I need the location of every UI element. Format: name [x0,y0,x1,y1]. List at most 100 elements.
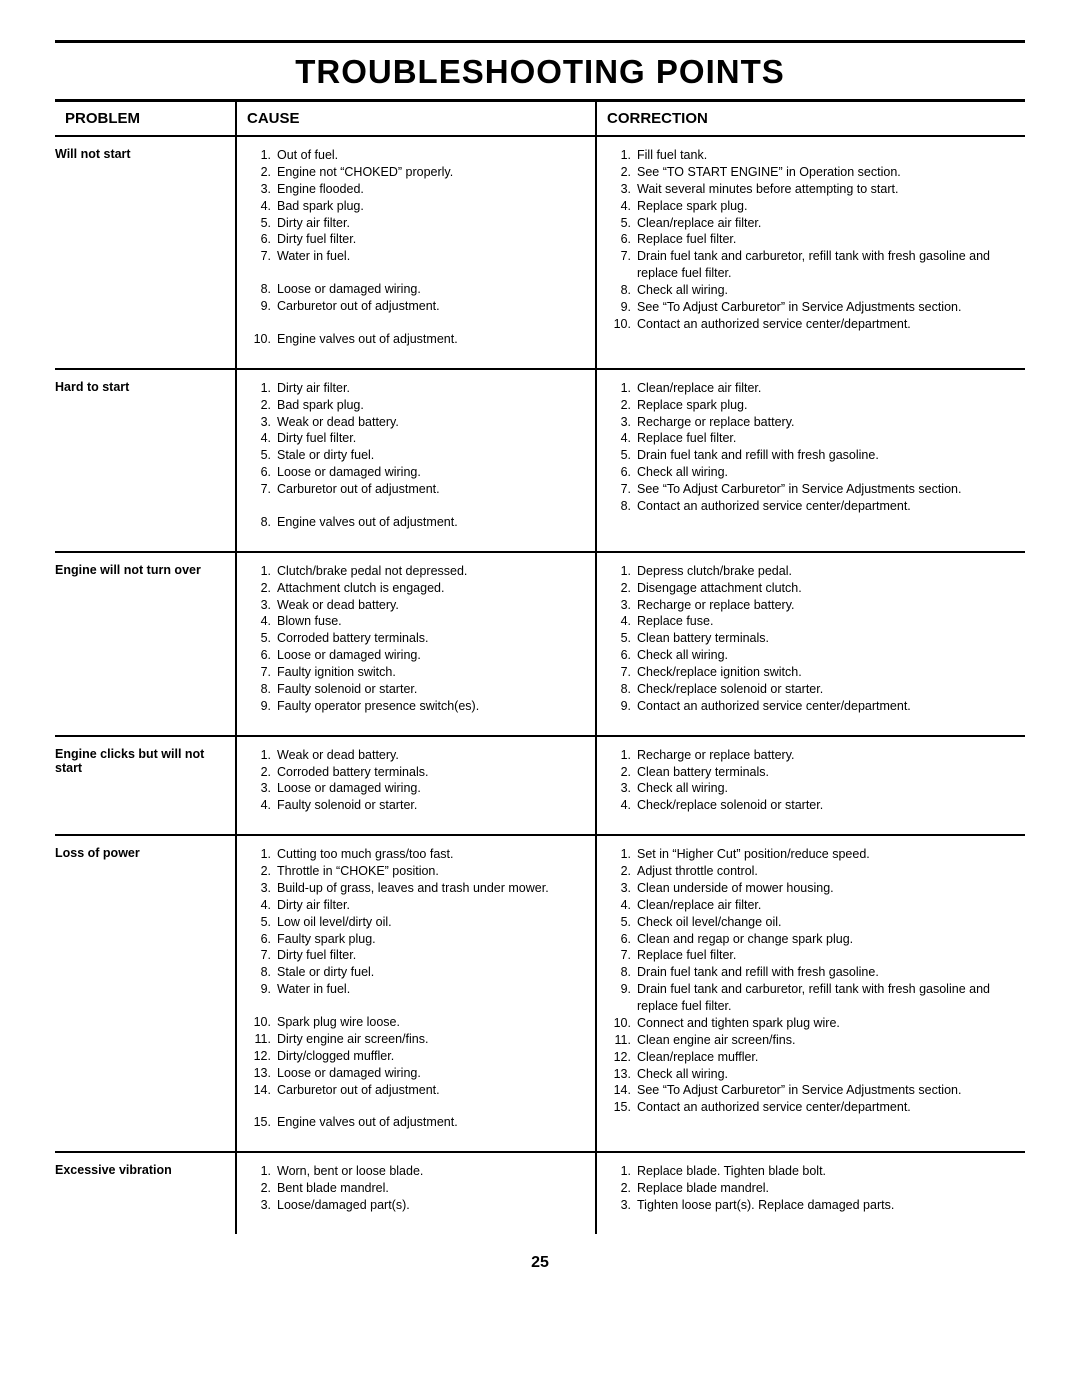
cause-item: Engine flooded. [247,181,585,198]
cause-item: Engine not “CHOKED” properly. [247,164,585,181]
correction-item: Replace spark plug. [607,198,1015,215]
cause-item: Weak or dead battery. [247,747,585,764]
cause-item: Bent blade mandrel. [247,1180,585,1197]
problem-cell: Hard to start [55,370,235,551]
correction-item: Drain fuel tank and carburetor, refill t… [607,248,1015,282]
problem-cell: Engine will not turn over [55,553,235,735]
top-rule [55,40,1025,43]
troubleshooting-row: Will not startOut of fuel.Engine not “CH… [55,137,1025,370]
correction-item: Check oil level/change oil. [607,914,1015,931]
correction-item: Wait several minutes before attempting t… [607,181,1015,198]
cause-item: Faulty operator presence switch(es). [247,698,585,715]
correction-item: Clean/replace air filter. [607,380,1015,397]
cause-item: Dirty air filter. [247,897,585,914]
cause-item: Loose or damaged wiring. [247,281,585,298]
correction-item: Fill fuel tank. [607,147,1015,164]
cause-item: Throttle in “CHOKE” position. [247,863,585,880]
cause-item: Low oil level/dirty oil. [247,914,585,931]
problem-cell: Engine clicks but will not start [55,737,235,835]
correction-item: Clean/replace air filter. [607,215,1015,232]
header-correction: CORRECTION [595,102,1025,135]
cause-item: Stale or dirty fuel. [247,447,585,464]
cause-item: Corroded battery terminals. [247,764,585,781]
correction-item: Replace blade. Tighten blade bolt. [607,1163,1015,1180]
cause-cell: Dirty air filter.Bad spark plug.Weak or … [235,370,595,551]
correction-item: Check all wiring. [607,647,1015,664]
correction-item: Tighten loose part(s). Replace damaged p… [607,1197,1015,1214]
cause-item: Clutch/brake pedal not depressed. [247,563,585,580]
correction-item: Adjust throttle control. [607,863,1015,880]
correction-item: Replace blade mandrel. [607,1180,1015,1197]
cause-item: Bad spark plug. [247,198,585,215]
cause-item: Faulty ignition switch. [247,664,585,681]
correction-item: Check all wiring. [607,1066,1015,1083]
correction-item: Contact an authorized service center/dep… [607,316,1015,333]
correction-item: See “To Adjust Carburetor” in Service Ad… [607,299,1015,316]
problem-cell: Excessive vibration [55,1153,235,1234]
problem-cell: Will not start [55,137,235,368]
cause-item: Engine valves out of adjustment. [247,1114,585,1131]
correction-cell: Recharge or replace battery.Clean batter… [595,737,1025,835]
page-number: 25 [55,1254,1025,1272]
correction-cell: Clean/replace air filter.Replace spark p… [595,370,1025,551]
correction-item: Check/replace ignition switch. [607,664,1015,681]
correction-item: Check/replace solenoid or starter. [607,797,1015,814]
correction-item: Drain fuel tank and carburetor, refill t… [607,981,1015,1015]
correction-cell: Set in “Higher Cut” position/reduce spee… [595,836,1025,1151]
correction-item: Clean battery terminals. [607,630,1015,647]
cause-item: Carburetor out of adjustment. [247,1082,585,1099]
correction-cell: Replace blade. Tighten blade bolt.Replac… [595,1153,1025,1234]
cause-item: Dirty fuel filter. [247,947,585,964]
cause-item: Worn, bent or loose blade. [247,1163,585,1180]
correction-cell: Fill fuel tank.See “TO START ENGINE” in … [595,137,1025,368]
correction-item: Check all wiring. [607,464,1015,481]
cause-item: Carburetor out of adjustment. [247,481,585,498]
correction-item: Clean battery terminals. [607,764,1015,781]
troubleshooting-row: Loss of powerCutting too much grass/too … [55,836,1025,1153]
correction-item: Replace fuse. [607,613,1015,630]
correction-item: Clean engine air screen/fins. [607,1032,1015,1049]
table-header-row: PROBLEM CAUSE CORRECTION [55,99,1025,137]
cause-item: Corroded battery terminals. [247,630,585,647]
cause-item: Out of fuel. [247,147,585,164]
correction-item: Drain fuel tank and refill with fresh ga… [607,964,1015,981]
correction-item: Check all wiring. [607,282,1015,299]
correction-item: Replace spark plug. [607,397,1015,414]
correction-item: Replace fuel filter. [607,947,1015,964]
cause-item: Blown fuse. [247,613,585,630]
correction-item: See “To Adjust Carburetor” in Service Ad… [607,481,1015,498]
cause-cell: Clutch/brake pedal not depressed.Attachm… [235,553,595,735]
cause-item: Carburetor out of adjustment. [247,298,585,315]
correction-item: Set in “Higher Cut” position/reduce spee… [607,846,1015,863]
header-cause: CAUSE [235,102,595,135]
cause-item: Dirty/clogged muffler. [247,1048,585,1065]
cause-item: Dirty fuel filter. [247,430,585,447]
correction-item: Replace fuel filter. [607,430,1015,447]
troubleshooting-row: Hard to startDirty air filter.Bad spark … [55,370,1025,553]
correction-item: Connect and tighten spark plug wire. [607,1015,1015,1032]
troubleshooting-row: Excessive vibrationWorn, bent or loose b… [55,1153,1025,1234]
cause-item: Dirty air filter. [247,380,585,397]
correction-item: Recharge or replace battery. [607,747,1015,764]
cause-item: Faulty spark plug. [247,931,585,948]
cause-item: Loose or damaged wiring. [247,647,585,664]
correction-item: Disengage attachment clutch. [607,580,1015,597]
cause-item: Stale or dirty fuel. [247,964,585,981]
correction-item: See “To Adjust Carburetor” in Service Ad… [607,1082,1015,1099]
correction-cell: Depress clutch/brake pedal.Disengage att… [595,553,1025,735]
cause-cell: Worn, bent or loose blade.Bent blade man… [235,1153,595,1234]
correction-item: Clean/replace muffler. [607,1049,1015,1066]
cause-item: Dirty engine air screen/fins. [247,1031,585,1048]
cause-item: Engine valves out of adjustment. [247,514,585,531]
cause-item: Weak or dead battery. [247,597,585,614]
correction-item: Replace fuel filter. [607,231,1015,248]
cause-item: Dirty air filter. [247,215,585,232]
problem-cell: Loss of power [55,836,235,1151]
cause-item: Loose or damaged wiring. [247,780,585,797]
cause-cell: Out of fuel.Engine not “CHOKED” properly… [235,137,595,368]
troubleshooting-row: Engine clicks but will not start Weak or … [55,737,1025,837]
correction-item: Check/replace solenoid or starter. [607,681,1015,698]
correction-item: Clean underside of mower housing. [607,880,1015,897]
cause-item: Water in fuel. [247,248,585,265]
cause-item: Loose or damaged wiring. [247,464,585,481]
